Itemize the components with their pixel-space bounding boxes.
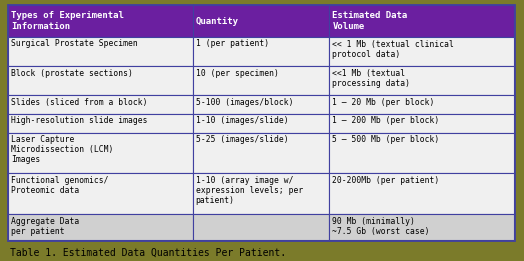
Text: 5 – 500 Mb (per block): 5 – 500 Mb (per block) [332,135,440,144]
Bar [329,133,514,173]
Bar [193,133,329,173]
Bar [8,173,193,214]
Text: 1 – 200 Mb (per block): 1 – 200 Mb (per block) [332,116,440,125]
Text: <<1 Mb (textual
processing data): <<1 Mb (textual processing data) [332,69,410,88]
Text: Slides (sliced from a block): Slides (sliced from a block) [11,98,147,106]
Bar [193,37,329,66]
Text: 5-100 (images/block): 5-100 (images/block) [195,98,293,106]
Bar [329,95,514,114]
Text: 90 Mb (minimally)
~7.5 Gb (worst case): 90 Mb (minimally) ~7.5 Gb (worst case) [332,217,430,235]
Bar [193,5,329,37]
Bar [193,66,329,95]
Bar [329,66,514,95]
Text: 1 – 20 Mb (per block): 1 – 20 Mb (per block) [332,98,435,106]
Text: 1-10 (array image w/
expression levels; per
patient): 1-10 (array image w/ expression levels; … [195,176,303,205]
Bar [8,114,193,133]
Bar [329,37,514,66]
Bar [329,5,514,37]
Bar [8,66,193,95]
Bar [329,114,514,133]
Bar [193,214,329,240]
Text: 1-10 (images/slide): 1-10 (images/slide) [195,116,288,125]
Text: 20-200Mb (per patient): 20-200Mb (per patient) [332,176,440,185]
Text: Block (prostate sections): Block (prostate sections) [11,69,133,78]
Text: Types of Experimental
Information: Types of Experimental Information [11,11,124,31]
Text: Functional genomics/
Proteomic data: Functional genomics/ Proteomic data [11,176,108,195]
Bar [8,37,193,66]
Text: Table 1. Estimated Data Quantities Per Patient.: Table 1. Estimated Data Quantities Per P… [10,248,286,258]
Bar [8,133,193,173]
Text: << 1 Mb (textual clinical
protocol data): << 1 Mb (textual clinical protocol data) [332,39,454,58]
Text: 10 (per specimen): 10 (per specimen) [195,69,279,78]
Bar [329,173,514,214]
Text: Estimated Data
Volume: Estimated Data Volume [332,11,408,31]
Text: Laser Capture
Microdissection (LCM)
Images: Laser Capture Microdissection (LCM) Imag… [11,135,113,164]
Bar [8,214,193,240]
Text: Aggregate Data
per patient: Aggregate Data per patient [11,217,79,235]
Bar [8,5,193,37]
Bar [193,173,329,214]
Text: High-resolution slide images: High-resolution slide images [11,116,147,125]
Text: Surgical Prostate Specimen: Surgical Prostate Specimen [11,39,138,49]
Text: 1 (per patient): 1 (per patient) [195,39,269,49]
Bar [329,214,514,240]
Bar [193,95,329,114]
Text: Quantity: Quantity [195,16,239,26]
Bar [193,114,329,133]
Bar [8,95,193,114]
Text: 5-25 (images/slide): 5-25 (images/slide) [195,135,288,144]
